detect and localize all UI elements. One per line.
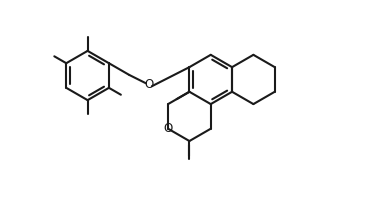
Text: O: O (163, 122, 173, 135)
Text: O: O (144, 78, 154, 91)
